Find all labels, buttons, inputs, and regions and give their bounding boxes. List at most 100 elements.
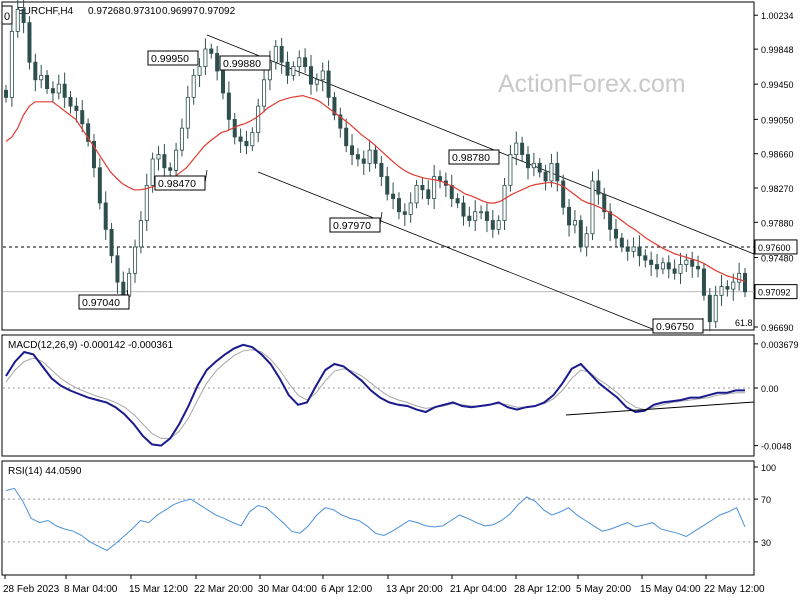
price-header-low: 0.96997 bbox=[162, 6, 199, 17]
macd-panel-frame bbox=[1, 334, 755, 457]
candle-body bbox=[144, 184, 149, 221]
x-axis: 28 Feb 2023 8 Mar 04:00 15 Mar 12:00 22 Mar… bbox=[3, 575, 765, 595]
moving-average-line bbox=[5, 94, 746, 282]
candle-body bbox=[701, 268, 706, 296]
candle-body bbox=[338, 114, 343, 129]
candle-body bbox=[555, 162, 560, 182]
candle-body bbox=[109, 228, 114, 257]
candle-body bbox=[543, 171, 548, 182]
price-panel-frame bbox=[1, 1, 755, 331]
candle-body bbox=[27, 22, 32, 63]
candle-body bbox=[719, 286, 724, 296]
callout-box bbox=[219, 55, 271, 71]
x-tick-label: 15 May 04:00 bbox=[640, 584, 701, 595]
candle-body bbox=[461, 202, 466, 217]
candle-body bbox=[74, 105, 79, 111]
callout-box bbox=[652, 318, 704, 334]
candle-body bbox=[649, 259, 654, 265]
x-tick-label: 15 Mar 12:00 bbox=[129, 584, 188, 595]
candle-body bbox=[244, 140, 249, 147]
candle-body bbox=[138, 220, 143, 248]
price-markers: 0.97600 0.97092 bbox=[754, 239, 798, 300]
candle-body bbox=[391, 193, 396, 199]
candle-body bbox=[531, 162, 536, 169]
candle-body bbox=[9, 30, 14, 98]
candle-body bbox=[596, 180, 601, 195]
macd-tick-label: -0.0048 bbox=[761, 442, 792, 452]
macd-trendline bbox=[565, 401, 755, 416]
candle-body bbox=[238, 136, 243, 142]
candle-body bbox=[68, 96, 73, 107]
candle-body bbox=[97, 167, 102, 204]
callout-box bbox=[154, 175, 206, 191]
candle-body bbox=[490, 220, 495, 230]
macd-header: MACD(12,26,9) -0.000142 -0.000361 bbox=[8, 340, 174, 351]
candle-body bbox=[373, 149, 378, 164]
candle-body bbox=[590, 180, 595, 235]
candle-body bbox=[308, 66, 313, 85]
candle-body bbox=[320, 70, 325, 81]
candle-body bbox=[314, 79, 319, 85]
candle-body bbox=[432, 176, 437, 199]
candle-body bbox=[156, 154, 161, 160]
candle-body bbox=[396, 198, 401, 213]
price-tick-label: 0.96690 bbox=[761, 323, 794, 333]
candle-body bbox=[50, 88, 55, 94]
candle-body bbox=[226, 92, 231, 120]
candle-body bbox=[279, 45, 284, 63]
x-tick-label: 6 Apr 12:00 bbox=[321, 584, 373, 595]
watermark: ActionForex.com bbox=[498, 70, 686, 98]
callout-label: 0.98470 bbox=[158, 178, 196, 190]
trend-channel bbox=[206, 34, 755, 331]
candle-body bbox=[525, 154, 530, 169]
price-header-close: 0.97092 bbox=[199, 6, 236, 17]
candle-body bbox=[185, 96, 190, 129]
candle-body bbox=[21, 8, 26, 23]
candle-body bbox=[115, 255, 120, 283]
candle-body bbox=[379, 162, 384, 177]
x-tick-label: 22 Mar 20:00 bbox=[194, 584, 253, 595]
candle-body bbox=[672, 268, 677, 274]
candle-body bbox=[80, 110, 85, 125]
candle-body bbox=[285, 61, 290, 76]
candle-body bbox=[62, 83, 67, 98]
fib-61-8-label: 61.8 bbox=[735, 318, 753, 328]
level-marker-label: 0.97600 bbox=[758, 243, 791, 253]
candle-body bbox=[502, 184, 507, 221]
candle-body bbox=[273, 45, 278, 63]
candle-body bbox=[572, 220, 577, 226]
candle-body bbox=[15, 8, 20, 32]
callout-label: 0.96750 bbox=[656, 321, 694, 333]
candle-body bbox=[250, 132, 255, 147]
x-tick-label: 21 Apr 04:00 bbox=[450, 584, 507, 595]
price-header-symbol: EURCHF,H4 bbox=[17, 6, 74, 17]
current-price-box bbox=[754, 284, 798, 300]
price-tick-label: 0.99848 bbox=[761, 45, 794, 55]
rsi-panel: 100 70 30 bbox=[3, 463, 776, 552]
channel-upper-line bbox=[206, 34, 755, 255]
callout-label: 0.98780 bbox=[452, 152, 490, 164]
candle-body bbox=[696, 265, 701, 270]
candle-body bbox=[707, 294, 712, 323]
candle-body bbox=[361, 158, 366, 164]
candle-body bbox=[297, 57, 302, 67]
candle-body bbox=[613, 228, 618, 239]
candle-body bbox=[619, 237, 624, 248]
candle-body bbox=[479, 211, 484, 214]
candle-body bbox=[625, 246, 630, 252]
macd-signal-line bbox=[5, 349, 745, 439]
price-tick-label: 1.00234 bbox=[761, 11, 794, 21]
candle-body bbox=[514, 142, 519, 155]
candle-body bbox=[449, 184, 454, 199]
price-header-high: 0.97310 bbox=[125, 6, 162, 17]
candle-body bbox=[3, 89, 9, 98]
candle-body bbox=[725, 286, 730, 290]
candle-body bbox=[561, 180, 566, 208]
candle-body bbox=[344, 127, 349, 147]
candle-body bbox=[637, 246, 642, 257]
candle-body bbox=[103, 202, 108, 230]
x-tick-label: 28 Apr 12:00 bbox=[514, 584, 571, 595]
price-tick-label: 0.98660 bbox=[761, 150, 794, 160]
price-axis: 1.00234 0.99848 0.99450 0.99050 0.98660 0.982… bbox=[754, 11, 794, 333]
candle-body bbox=[549, 162, 554, 182]
